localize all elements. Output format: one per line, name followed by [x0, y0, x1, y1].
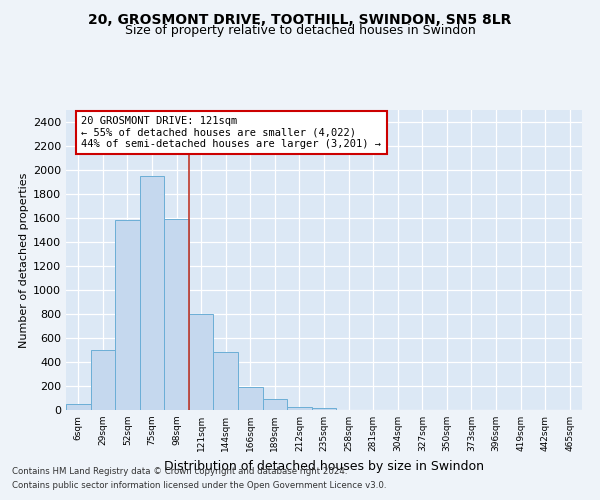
Text: Contains HM Land Registry data © Crown copyright and database right 2024.: Contains HM Land Registry data © Crown c…	[12, 467, 347, 476]
Text: Contains public sector information licensed under the Open Government Licence v3: Contains public sector information licen…	[12, 481, 386, 490]
Bar	[115, 220, 140, 410]
Bar	[164, 219, 189, 410]
Bar	[66, 404, 91, 410]
Bar	[214, 352, 238, 410]
Bar	[287, 407, 312, 410]
Text: 20, GROSMONT DRIVE, TOOTHILL, SWINDON, SN5 8LR: 20, GROSMONT DRIVE, TOOTHILL, SWINDON, S…	[88, 12, 512, 26]
X-axis label: Distribution of detached houses by size in Swindon: Distribution of detached houses by size …	[164, 460, 484, 472]
Y-axis label: Number of detached properties: Number of detached properties	[19, 172, 29, 348]
Bar	[189, 314, 214, 410]
Text: Size of property relative to detached houses in Swindon: Size of property relative to detached ho…	[125, 24, 475, 37]
Bar	[263, 398, 287, 410]
Bar	[140, 176, 164, 410]
Text: 20 GROSMONT DRIVE: 121sqm
← 55% of detached houses are smaller (4,022)
44% of se: 20 GROSMONT DRIVE: 121sqm ← 55% of detac…	[82, 116, 382, 149]
Bar	[91, 350, 115, 410]
Bar	[312, 408, 336, 410]
Bar	[238, 386, 263, 410]
